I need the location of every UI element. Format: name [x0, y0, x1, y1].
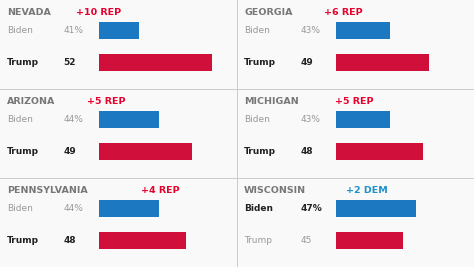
Text: WISCONSIN: WISCONSIN [244, 186, 306, 195]
Bar [100, 22, 139, 39]
Bar [100, 200, 159, 217]
Text: +2 DEM: +2 DEM [346, 186, 388, 195]
Text: Trump: Trump [7, 147, 39, 156]
Text: Trump: Trump [244, 58, 276, 67]
Bar [100, 143, 192, 160]
Bar [337, 143, 423, 160]
Text: Trump: Trump [7, 236, 39, 245]
Text: PENNSYLVANIA: PENNSYLVANIA [7, 186, 88, 195]
Bar [100, 54, 212, 71]
Text: Trump: Trump [244, 236, 272, 245]
Text: +10 REP: +10 REP [76, 8, 122, 17]
Text: 43%: 43% [301, 115, 320, 124]
Text: Biden: Biden [244, 204, 273, 213]
Bar [337, 200, 416, 217]
Text: Biden: Biden [7, 26, 33, 35]
Bar [100, 232, 186, 249]
Text: 48: 48 [64, 236, 76, 245]
Text: Trump: Trump [244, 147, 276, 156]
Bar [100, 111, 159, 128]
Bar [337, 111, 390, 128]
Text: MICHIGAN: MICHIGAN [244, 97, 299, 106]
Bar [337, 232, 403, 249]
Text: 43%: 43% [301, 26, 320, 35]
Text: Biden: Biden [7, 204, 33, 213]
Text: 45: 45 [301, 236, 312, 245]
Text: 49: 49 [301, 58, 313, 67]
Text: 52: 52 [64, 58, 76, 67]
Text: GEORGIA: GEORGIA [244, 8, 292, 17]
Text: +4 REP: +4 REP [141, 186, 180, 195]
Text: 47%: 47% [301, 204, 322, 213]
Text: Biden: Biden [244, 115, 270, 124]
Text: 41%: 41% [64, 26, 83, 35]
Bar [337, 22, 390, 39]
Text: Biden: Biden [244, 26, 270, 35]
Text: ARIZONA: ARIZONA [7, 97, 55, 106]
Text: +6 REP: +6 REP [324, 8, 363, 17]
Text: +5 REP: +5 REP [87, 97, 126, 106]
Text: 48: 48 [301, 147, 313, 156]
Text: 44%: 44% [64, 204, 83, 213]
Text: NEVADA: NEVADA [7, 8, 51, 17]
Text: +5 REP: +5 REP [335, 97, 374, 106]
Text: Trump: Trump [7, 58, 39, 67]
Text: Biden: Biden [7, 115, 33, 124]
Text: 44%: 44% [64, 115, 83, 124]
Text: 49: 49 [64, 147, 76, 156]
Bar [337, 54, 429, 71]
